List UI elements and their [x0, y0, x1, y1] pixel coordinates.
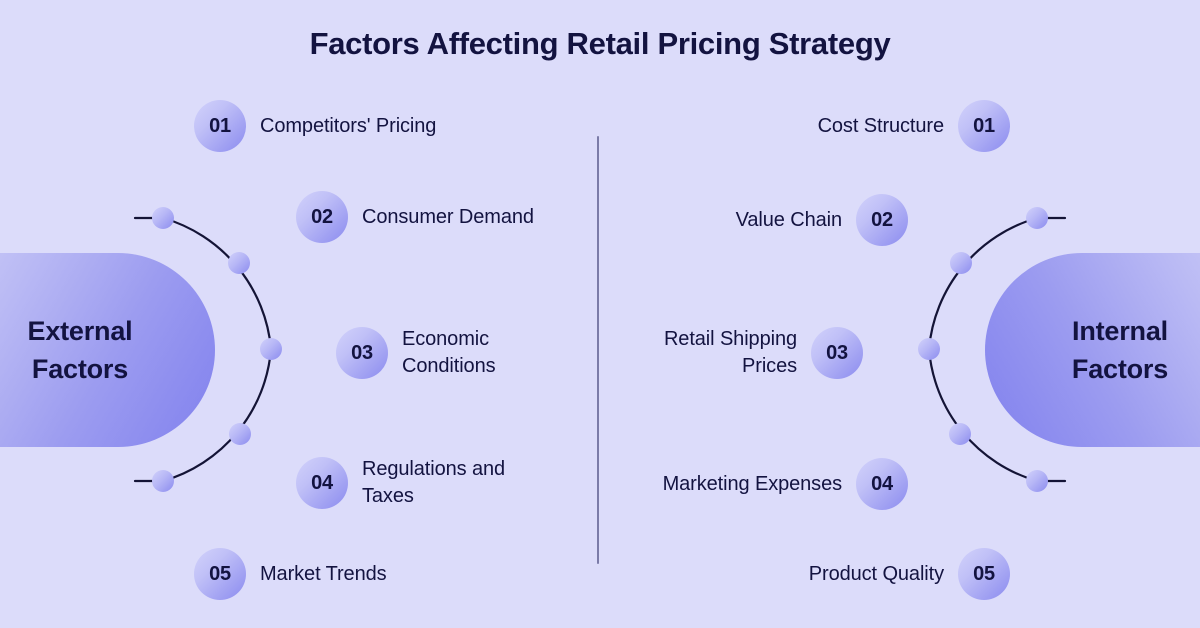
- arc-dot-left-3: [260, 338, 282, 360]
- external-item-5-label: Market Trends: [260, 562, 387, 585]
- external-item-3-label: Economic Conditions: [402, 328, 496, 377]
- arc-dot-left-2: [228, 252, 250, 274]
- internal-item-3[interactable]: Retail Shipping Prices 03: [664, 325, 863, 381]
- arc-dot-left-1: [152, 207, 174, 229]
- internal-item-5-number: 05: [958, 548, 1010, 600]
- external-item-5[interactable]: 05 Market Trends: [194, 546, 387, 602]
- external-factors-pill-text: External Factors: [28, 312, 133, 388]
- internal-item-4-label: Marketing Expenses: [662, 472, 843, 495]
- internal-factors-pill-line1: Internal: [1072, 316, 1168, 346]
- center-divider: [597, 136, 599, 564]
- arc-dot-right-5: [1026, 470, 1048, 492]
- internal-item-5-label: Product Quality: [808, 562, 944, 585]
- arc-dot-left-5: [152, 470, 174, 492]
- internal-factors-pill-line2: Factors: [1071, 354, 1169, 384]
- external-factors-pill: External Factors: [0, 253, 215, 447]
- arc-dot-right-4: [949, 423, 971, 445]
- internal-factors-pill-text: Internal Factors: [1072, 312, 1168, 388]
- external-item-3[interactable]: 03 Economic Conditions: [336, 325, 496, 381]
- external-item-2-number: 02: [296, 191, 348, 243]
- external-item-4-label: Regulations and Taxes: [362, 458, 506, 507]
- external-item-2-label: Consumer Demand: [362, 205, 534, 228]
- external-item-4[interactable]: 04 Regulations and Taxes: [296, 455, 505, 511]
- internal-item-2[interactable]: Value Chain 02: [736, 192, 908, 248]
- external-item-5-number: 05: [194, 548, 246, 600]
- external-factors-pill-line2: Factors: [31, 354, 129, 384]
- internal-item-5[interactable]: Product Quality 05: [809, 546, 1010, 602]
- internal-item-2-number: 02: [856, 194, 908, 246]
- internal-item-4[interactable]: Marketing Expenses 04: [663, 456, 908, 512]
- external-item-3-number: 03: [336, 327, 388, 379]
- internal-item-2-label: Value Chain: [735, 208, 842, 231]
- external-item-1[interactable]: 01 Competitors' Pricing: [194, 98, 436, 154]
- arc-dot-right-1: [1026, 207, 1048, 229]
- arc-dot-right-2: [950, 252, 972, 274]
- arc-dot-left-4: [229, 423, 251, 445]
- internal-item-1[interactable]: Cost Structure 01: [818, 98, 1010, 154]
- external-item-2[interactable]: 02 Consumer Demand: [296, 189, 534, 245]
- external-item-1-number: 01: [194, 100, 246, 152]
- external-factors-pill-line1: External: [27, 316, 133, 346]
- internal-item-4-number: 04: [856, 458, 908, 510]
- internal-item-1-number: 01: [958, 100, 1010, 152]
- page-title: Factors Affecting Retail Pricing Strateg…: [309, 26, 891, 61]
- arc-dot-right-3: [918, 338, 940, 360]
- external-item-4-number: 04: [296, 457, 348, 509]
- internal-item-3-label: Retail Shipping Prices: [663, 328, 797, 377]
- internal-factors-pill: Internal Factors: [985, 253, 1200, 447]
- internal-item-1-label: Cost Structure: [817, 114, 945, 137]
- internal-item-3-number: 03: [811, 327, 863, 379]
- external-item-1-label: Competitors' Pricing: [260, 114, 437, 137]
